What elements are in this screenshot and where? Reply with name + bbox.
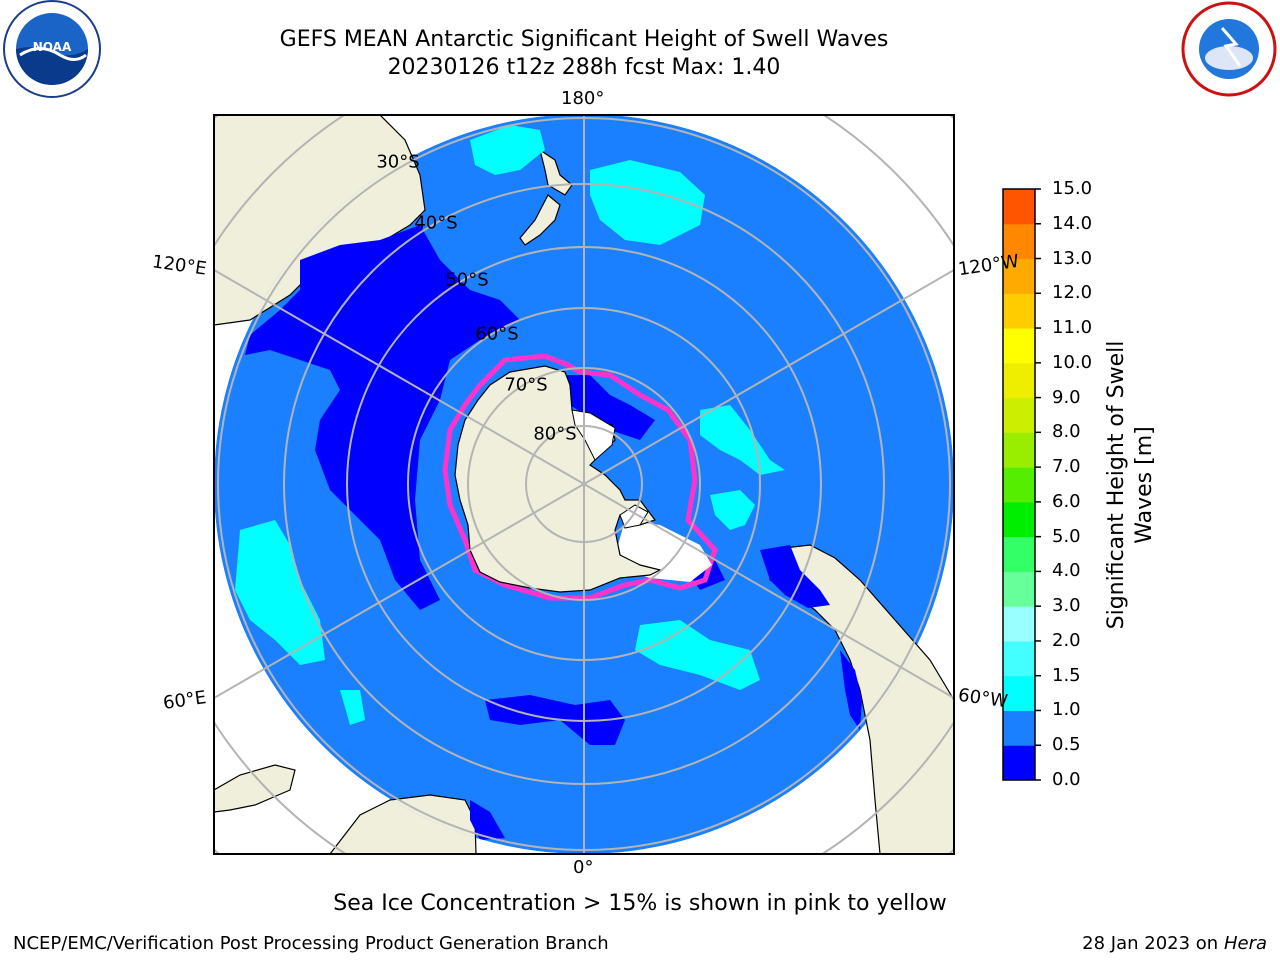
- colorbar-tick-label: 13.0: [1052, 247, 1093, 269]
- colorbar-tick-label: 15.0: [1052, 178, 1093, 199]
- colorbar-segment: [1003, 258, 1035, 294]
- colorbar-tick-label: 0.0: [1052, 769, 1081, 790]
- colorbar-segment: [1003, 710, 1035, 746]
- colorbar-tick-label: 5.0: [1052, 525, 1081, 547]
- colorbar-tick-label: 1.5: [1052, 664, 1081, 686]
- colorbar-tick-label: 8.0: [1052, 421, 1081, 443]
- colorbar-tick-label: 4.0: [1052, 560, 1081, 582]
- meridians: [214, 115, 954, 854]
- colorbar-tick-label: 1.0: [1052, 699, 1081, 721]
- colorbar-tick-label: 14.0: [1052, 212, 1093, 234]
- production-date: 28 Jan 2023 on Hera: [1082, 933, 1267, 954]
- colorbar-segment: [1003, 501, 1035, 538]
- chart-subtitle: 20230126 t12z 288h fcst Max: 1.40: [387, 55, 781, 80]
- colorbar-segment: [1003, 432, 1035, 468]
- lon-label-180: 180°: [561, 88, 605, 109]
- lat-label-80s: 80°S: [533, 423, 577, 445]
- colorbar-segment: [1003, 571, 1035, 607]
- colorbar-tick-label: 2.0: [1052, 629, 1081, 651]
- colorbar-tick-label: 7.0: [1052, 456, 1081, 478]
- colorbar-segment: [1003, 223, 1035, 260]
- lon-label-0: 0°: [573, 857, 594, 878]
- lat-label-60s: 60°S: [475, 323, 519, 345]
- colorbar-segment: [1003, 467, 1035, 503]
- colorbar-segment: [1003, 536, 1035, 572]
- sea-ice-note: Sea Ice Concentration > 15% is shown in …: [333, 891, 947, 916]
- colorbar-tick-label: 10.0: [1052, 351, 1093, 373]
- lat-label-40s: 40°S: [414, 212, 458, 234]
- lat-label-30s: 30°S: [376, 151, 420, 173]
- colorbar-segment: [1003, 675, 1035, 711]
- lat-label-50s: 50°S: [445, 269, 489, 291]
- colorbar-tick-label: 3.0: [1052, 595, 1081, 617]
- colorbar-segment: [1003, 293, 1035, 329]
- noaa-logo-text: NOAA: [32, 40, 72, 54]
- colorbar-segment: [1003, 745, 1035, 781]
- sea-ice-edge: [442, 353, 718, 601]
- map-frame: [213, 114, 955, 855]
- colorbar-tick-label: 12.0: [1052, 282, 1093, 304]
- colorbar-segment: [1003, 189, 1035, 225]
- colorbar-segment: [1003, 328, 1035, 364]
- colorbar-frame: [1002, 188, 1036, 781]
- date-text: 28 Jan 2023 on: [1082, 933, 1224, 954]
- colorbar-segment: [1003, 606, 1035, 642]
- colorbar-segment: [1003, 362, 1035, 399]
- colorbar-tick-label: 0.5: [1052, 734, 1081, 756]
- colorbar: [1003, 189, 1035, 781]
- colorbar-title: Significant Height of Swell Waves [m]: [1104, 340, 1157, 630]
- colorbar-tick-label: 6.0: [1052, 490, 1081, 512]
- colorbar-tick-label: 11.0: [1052, 317, 1093, 339]
- antarctica: [454, 365, 662, 593]
- chart-title: GEFS MEAN Antarctic Significant Height o…: [279, 27, 889, 52]
- colorbar-segment: [1003, 640, 1035, 677]
- colorbar-segment: [1003, 397, 1035, 433]
- colorbar-tick-label: 9.0: [1052, 386, 1081, 408]
- ross-ice-shelf: [571, 409, 616, 461]
- noaa-logo: [3, 0, 101, 98]
- lat-label-70s: 70°S: [504, 374, 548, 396]
- colorbar-tick-marks: [1035, 188, 1041, 781]
- host-name: Hera: [1223, 933, 1267, 954]
- nws-logo: [1181, 1, 1277, 97]
- producer-credit: NCEP/EMC/Verification Post Processing Pr…: [13, 933, 609, 954]
